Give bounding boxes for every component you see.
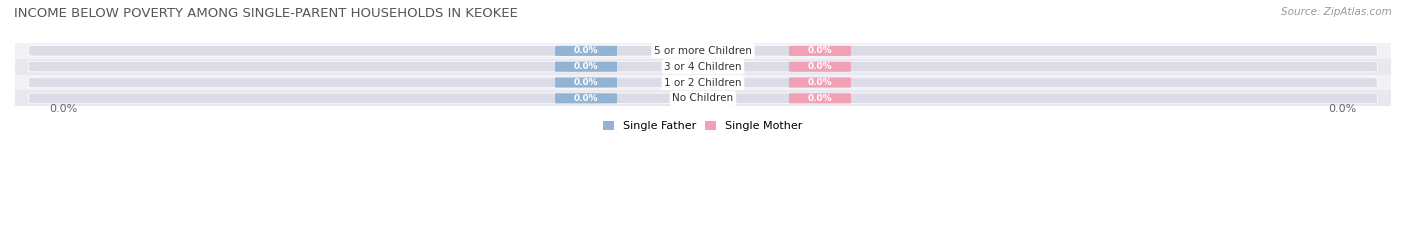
Bar [15, 90, 1391, 106]
Text: No Children: No Children [672, 93, 734, 103]
Text: 5 or more Children: 5 or more Children [654, 46, 752, 56]
Bar [15, 59, 1391, 75]
FancyBboxPatch shape [555, 77, 617, 88]
Text: Source: ZipAtlas.com: Source: ZipAtlas.com [1281, 7, 1392, 17]
FancyBboxPatch shape [28, 93, 1378, 103]
Text: 0.0%: 0.0% [574, 78, 599, 87]
Text: 0.0%: 0.0% [807, 62, 832, 71]
Text: 0.0%: 0.0% [1329, 104, 1357, 114]
Text: 0.0%: 0.0% [807, 94, 832, 103]
FancyBboxPatch shape [555, 46, 617, 56]
FancyBboxPatch shape [28, 46, 1378, 56]
Text: 0.0%: 0.0% [574, 62, 599, 71]
FancyBboxPatch shape [555, 62, 617, 72]
Text: 1 or 2 Children: 1 or 2 Children [664, 78, 742, 88]
Text: 0.0%: 0.0% [574, 46, 599, 55]
Text: 0.0%: 0.0% [807, 78, 832, 87]
FancyBboxPatch shape [28, 77, 1378, 88]
FancyBboxPatch shape [789, 62, 851, 72]
Bar [15, 75, 1391, 90]
Text: 0.0%: 0.0% [807, 46, 832, 55]
Text: 3 or 4 Children: 3 or 4 Children [664, 62, 742, 72]
FancyBboxPatch shape [789, 93, 851, 103]
Text: 0.0%: 0.0% [49, 104, 77, 114]
Text: INCOME BELOW POVERTY AMONG SINGLE-PARENT HOUSEHOLDS IN KEOKEE: INCOME BELOW POVERTY AMONG SINGLE-PARENT… [14, 7, 517, 20]
FancyBboxPatch shape [789, 46, 851, 56]
FancyBboxPatch shape [555, 93, 617, 103]
Bar [15, 43, 1391, 59]
FancyBboxPatch shape [28, 62, 1378, 72]
Text: 0.0%: 0.0% [574, 94, 599, 103]
FancyBboxPatch shape [789, 77, 851, 88]
Legend: Single Father, Single Mother: Single Father, Single Mother [599, 116, 807, 135]
